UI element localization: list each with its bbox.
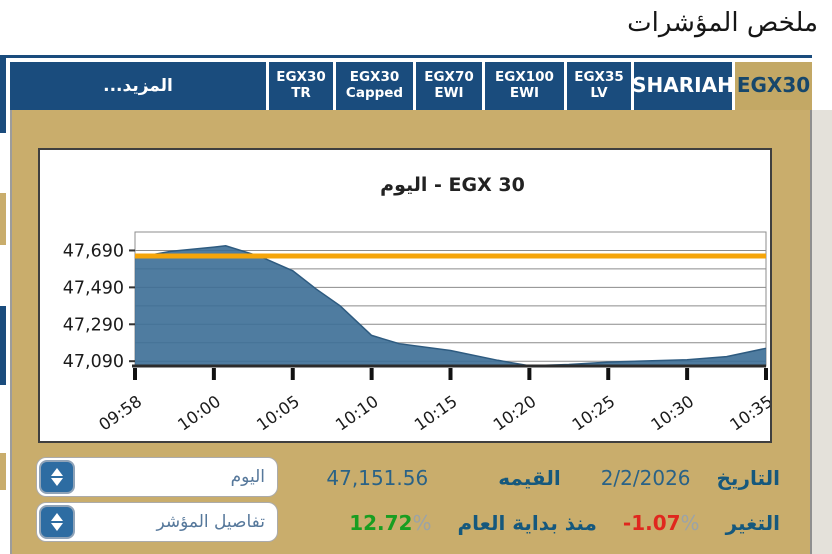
tab-egx30[interactable]: EGX30 (735, 62, 812, 110)
x-axis-label: 10:20 (490, 392, 540, 435)
chart-title: EGX 30 - اليوم (380, 174, 525, 196)
x-axis-label: 10:10 (332, 392, 382, 435)
left-edge-sliver (0, 306, 6, 385)
area-series (135, 245, 766, 366)
x-axis-label: 10:35 (726, 392, 770, 435)
tab-egx30-capped[interactable]: EGX30 Capped (336, 62, 413, 110)
area-series-edge (134, 245, 767, 367)
info-row-date-value: التاريخ 2/2/2026 القيمه 47,151.56 (282, 458, 780, 498)
value-value: 47,151.56 (326, 466, 429, 490)
period-select-value: اليوم (230, 467, 265, 487)
y-axis-label: 47,690 (63, 241, 124, 261)
index-summary-panel: EGX 30 - اليوم 47,690 47,490 47,290 47,090 0… (10, 110, 812, 554)
value-label: القيمه (498, 466, 561, 490)
index-tabs: EGX30 SHARIAH EGX35 LV EGX100 EWI EGX70 EWI E… (10, 62, 812, 110)
left-edge-sliver (0, 193, 6, 245)
ytd-value: 12.72% (349, 511, 432, 535)
spinner-down-arrow-icon (51, 478, 63, 486)
tab-المزيد...[interactable]: المزيد... (10, 62, 266, 110)
y-axis-label: 47,490 (63, 278, 124, 298)
date-value: 2/2/2026 (600, 466, 691, 490)
x-tick (133, 368, 137, 380)
ytd-label: منذ بداية العام (457, 511, 597, 535)
x-tick (369, 368, 374, 380)
x-tick (685, 368, 690, 380)
chart-box: EGX 30 - اليوم 47,690 47,490 47,290 47,090 0… (38, 148, 772, 443)
x-axis-label: 10:05 (253, 392, 303, 435)
y-axis-label: 47,090 (63, 352, 124, 372)
x-axis-label: 10:30 (648, 392, 698, 435)
info-row-change: التغير -1.07% منذ بداية العام 12.72% (282, 503, 780, 543)
x-axis-label: 09:58 (95, 392, 145, 435)
x-tick (606, 368, 611, 380)
period-select[interactable]: اليوم (36, 457, 278, 497)
details-spinner-button[interactable] (39, 505, 75, 539)
spinner-up-arrow-icon (51, 468, 63, 476)
x-axis-label: 10:00 (174, 392, 224, 435)
x-tick (527, 368, 532, 380)
x-axis-label: 10:15 (411, 392, 461, 435)
left-edge-sliver (0, 58, 6, 133)
spinner-up-arrow-icon (51, 513, 63, 521)
details-select-value: تفاصيل المؤشر (156, 512, 266, 532)
tab-egx70-ewi[interactable]: EGX70 EWI (416, 62, 482, 110)
tab-egx35-lv[interactable]: EGX35 LV (567, 62, 631, 110)
period-spinner-button[interactable] (39, 460, 75, 494)
x-axis-label: 10:25 (569, 392, 619, 435)
tab-egx30-tr[interactable]: EGX30 TR (269, 62, 333, 110)
date-label: التاريخ (716, 466, 780, 490)
page-title: ملخص المؤشرات (627, 8, 818, 38)
tab-egx100-ewi[interactable]: EGX100 EWI (485, 62, 564, 110)
tab-shariah[interactable]: SHARIAH (632, 62, 734, 110)
x-tick (290, 368, 295, 380)
change-label: التغير (725, 511, 780, 535)
x-tick (448, 368, 453, 380)
y-axis-label: 47,290 (63, 315, 124, 335)
index-details-select[interactable]: تفاصيل المؤشر (36, 502, 278, 542)
left-edge-sliver (0, 453, 6, 490)
right-background-strip (812, 110, 832, 554)
tabbar-top-border (0, 55, 812, 58)
change-value: -1.07% (622, 511, 700, 535)
spinner-down-arrow-icon (51, 523, 63, 531)
x-tick (764, 368, 768, 380)
price-area-chart: 47,690 47,490 47,290 47,090 09:58 10:00 10:05 1… (63, 231, 770, 435)
x-tick (211, 368, 216, 380)
